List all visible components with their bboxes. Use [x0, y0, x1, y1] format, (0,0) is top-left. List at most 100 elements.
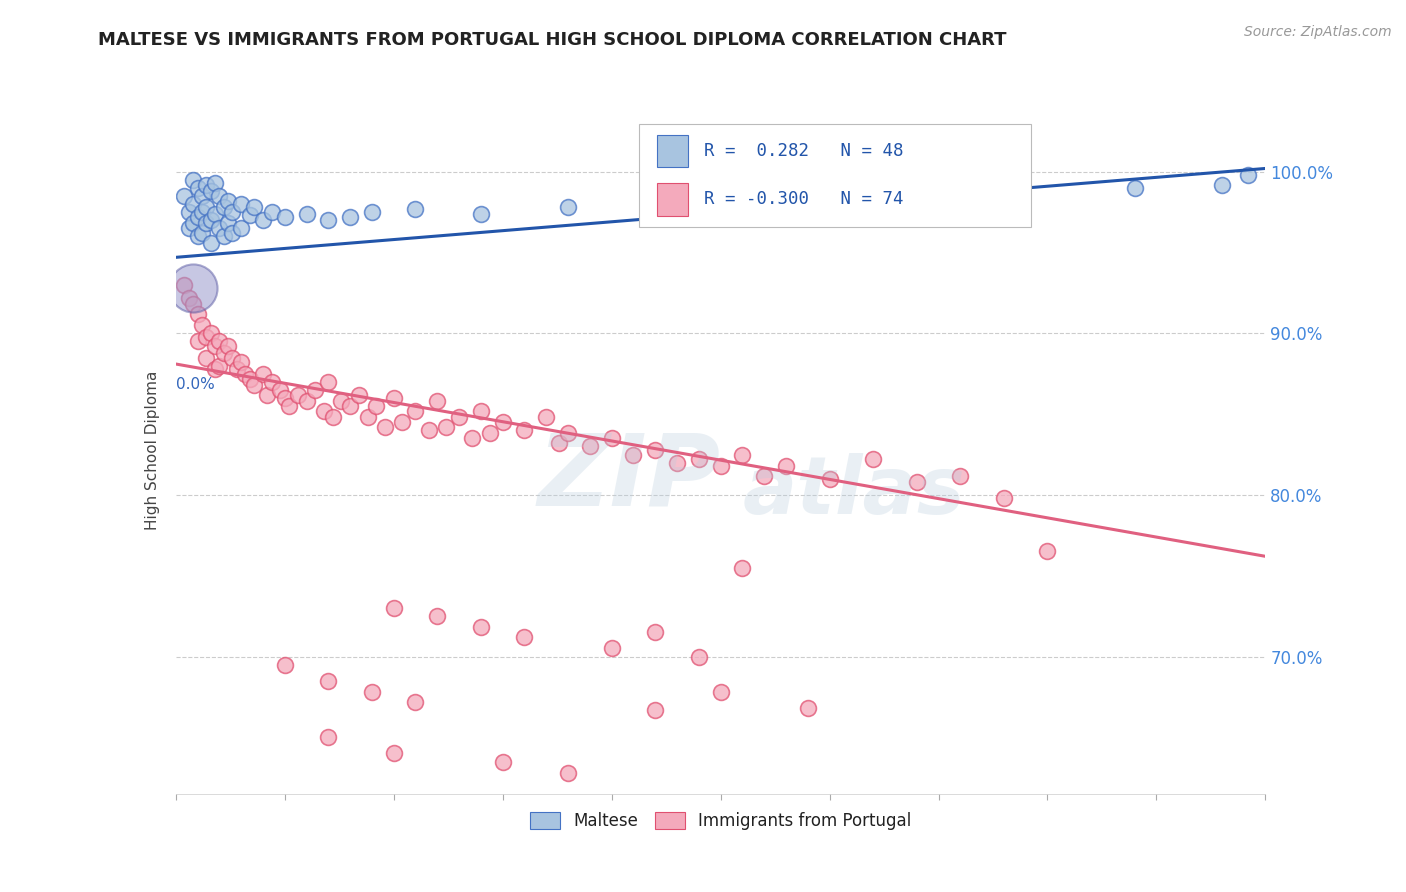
Point: [710, 685, 733, 699]
Point: [644, 703, 666, 717]
Point: [478, 426, 501, 441]
Point: [322, 410, 344, 425]
Point: [239, 208, 262, 222]
Point: [204, 362, 226, 376]
Point: [195, 216, 218, 230]
Point: [644, 625, 666, 640]
Text: 0.0%: 0.0%: [176, 377, 215, 392]
Point: [231, 221, 253, 235]
Point: [239, 371, 262, 385]
Text: atlas: atlas: [742, 452, 965, 531]
Point: [312, 404, 335, 418]
Point: [1036, 544, 1059, 558]
Point: [339, 210, 361, 224]
Point: [418, 423, 440, 437]
Point: [177, 291, 200, 305]
Point: [269, 383, 291, 397]
Point: [200, 184, 222, 198]
Point: [217, 216, 239, 230]
Y-axis label: High School Diploma: High School Diploma: [145, 371, 160, 530]
Point: [447, 410, 470, 425]
Point: [217, 194, 239, 208]
Point: [644, 442, 666, 457]
Point: [405, 202, 427, 216]
Point: [318, 731, 340, 745]
Point: [600, 641, 623, 656]
Point: [434, 420, 457, 434]
Point: [221, 205, 243, 219]
Point: [181, 197, 204, 211]
Point: [347, 387, 370, 401]
Point: [621, 448, 644, 462]
Text: Source: ZipAtlas.com: Source: ZipAtlas.com: [1244, 25, 1392, 39]
Point: [382, 391, 405, 405]
Point: [200, 326, 222, 341]
Point: [181, 216, 204, 230]
Point: [208, 221, 231, 235]
Point: [200, 213, 222, 227]
Point: [191, 189, 214, 203]
Point: [1123, 181, 1146, 195]
Point: [186, 229, 209, 244]
Point: [949, 468, 972, 483]
Point: [274, 210, 297, 224]
Point: [600, 431, 623, 445]
Text: MALTESE VS IMMIGRANTS FROM PORTUGAL HIGH SCHOOL DIPLOMA CORRELATION CHART: MALTESE VS IMMIGRANTS FROM PORTUGAL HIGH…: [98, 31, 1007, 49]
Point: [204, 339, 226, 353]
Legend: Maltese, Immigrants from Portugal: Maltese, Immigrants from Portugal: [523, 805, 918, 837]
Point: [949, 189, 972, 203]
Point: [295, 394, 318, 409]
Point: [304, 383, 326, 397]
Text: ZIP: ZIP: [537, 429, 721, 526]
Point: [426, 609, 449, 624]
Point: [191, 226, 214, 240]
Point: [195, 351, 218, 365]
Point: [644, 205, 666, 219]
Point: [217, 339, 239, 353]
Point: [208, 189, 231, 203]
Point: [461, 431, 484, 445]
Point: [513, 423, 536, 437]
Point: [212, 345, 235, 359]
Point: [862, 452, 884, 467]
Point: [200, 235, 222, 250]
Bar: [658, 183, 688, 216]
Point: [513, 630, 536, 644]
Point: [1237, 168, 1260, 182]
Point: [356, 410, 378, 425]
Point: [243, 200, 266, 214]
Point: [256, 387, 278, 401]
Point: [534, 410, 557, 425]
Point: [382, 601, 405, 615]
Point: [818, 472, 841, 486]
Point: [195, 200, 218, 214]
Point: [492, 415, 515, 429]
Point: [195, 178, 218, 192]
Point: [366, 399, 388, 413]
Point: [181, 281, 204, 295]
Point: [243, 378, 266, 392]
Point: [191, 318, 214, 333]
Point: [278, 399, 301, 413]
Point: [775, 458, 797, 473]
Point: [470, 404, 492, 418]
Point: [426, 394, 449, 409]
Point: [186, 334, 209, 349]
Point: [391, 415, 413, 429]
Point: [260, 375, 283, 389]
Point: [221, 226, 243, 240]
Point: [405, 404, 427, 418]
Point: [796, 701, 818, 715]
FancyBboxPatch shape: [638, 124, 1031, 227]
Point: [195, 329, 218, 343]
Bar: [658, 135, 688, 168]
Point: [173, 189, 195, 203]
Point: [579, 439, 602, 453]
Point: [231, 355, 253, 369]
Point: [225, 362, 247, 376]
Text: R =  0.282   N = 48: R = 0.282 N = 48: [704, 142, 904, 160]
Point: [557, 765, 579, 780]
Point: [688, 649, 710, 664]
Point: [470, 207, 492, 221]
Point: [186, 307, 209, 321]
